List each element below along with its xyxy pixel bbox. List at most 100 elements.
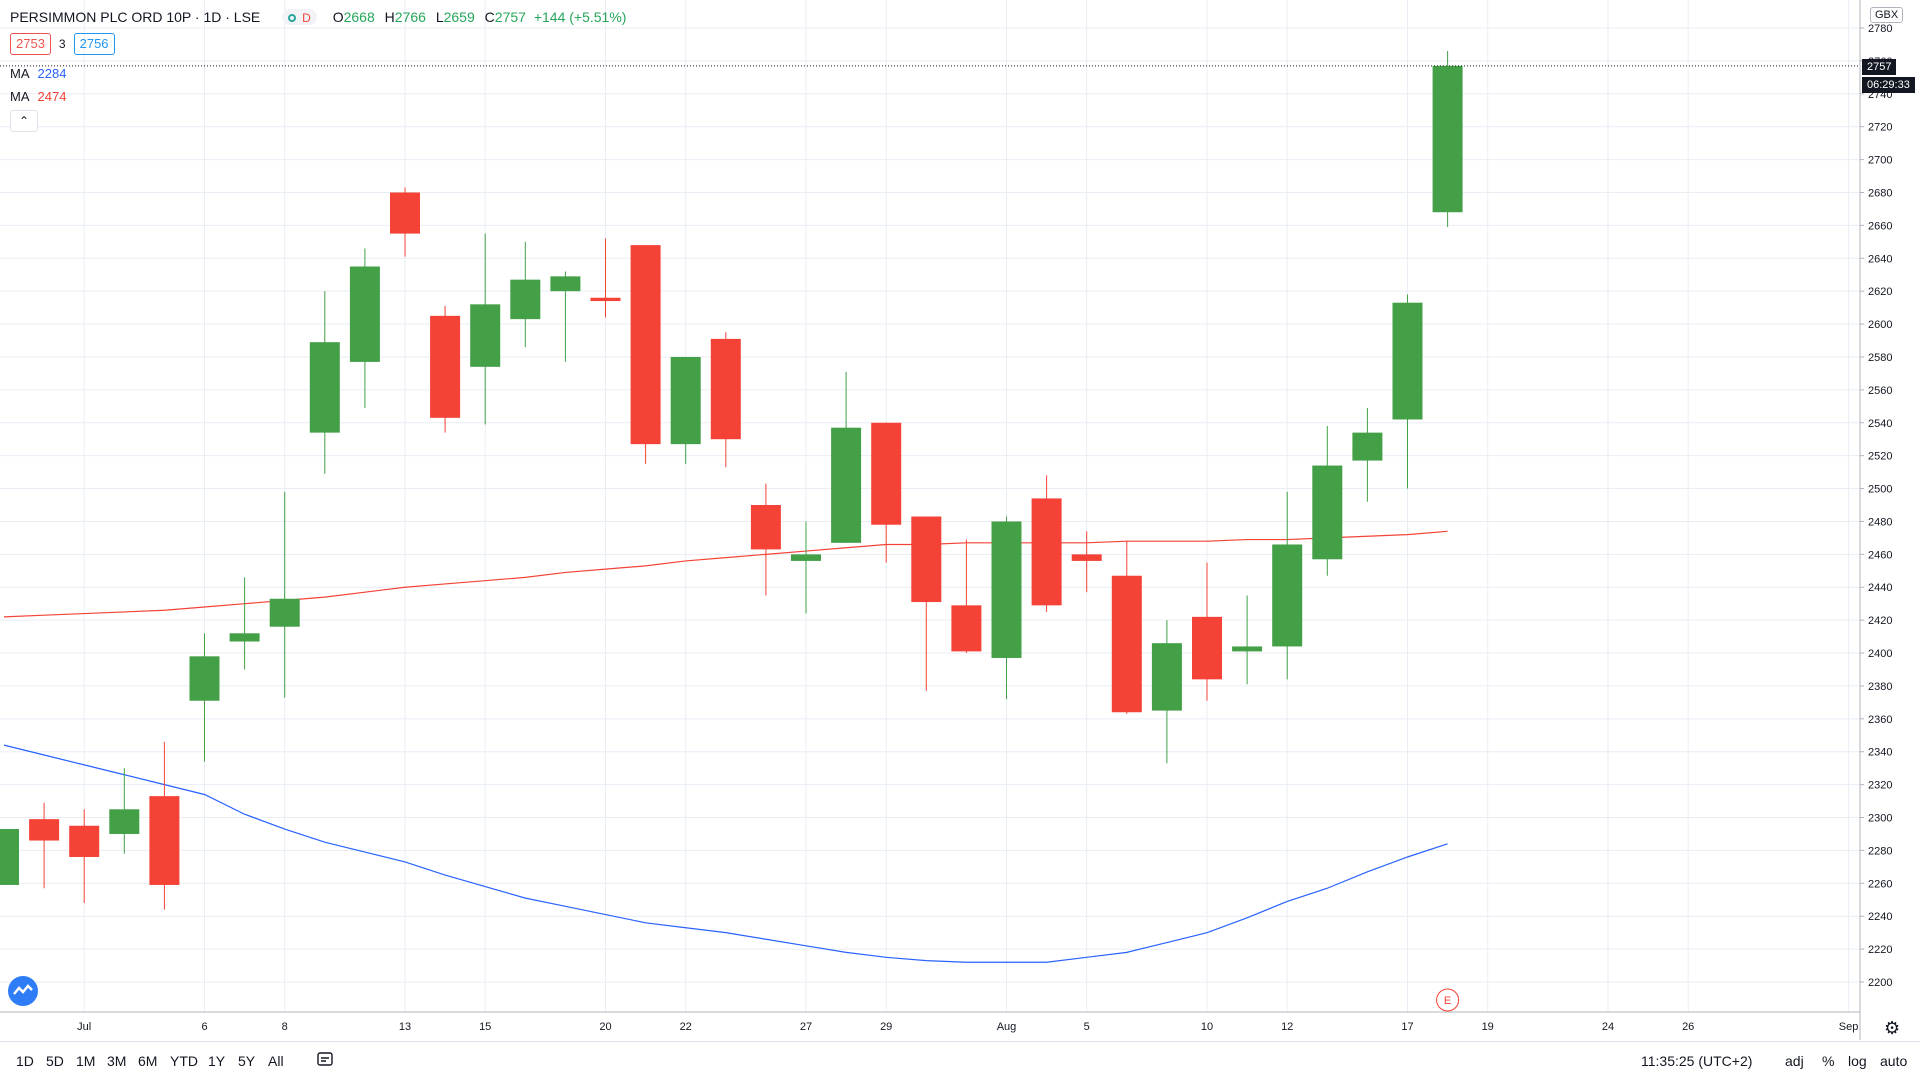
- symbol-title[interactable]: PERSIMMON PLC ORD 10P · 1D · LSE: [10, 9, 261, 25]
- x-tick-label: Aug: [997, 1021, 1017, 1033]
- candle: [1151, 620, 1182, 764]
- chart-grid: [0, 0, 1860, 1012]
- candle-body: [710, 338, 741, 440]
- y-tick-label: 2480: [1868, 516, 1892, 528]
- y-tick-label: 2260: [1868, 878, 1892, 890]
- candle: [430, 305, 461, 433]
- y-tick-label: 2240: [1868, 911, 1892, 923]
- y-tick-label: 2720: [1868, 122, 1892, 134]
- market-letter: D: [302, 11, 311, 26]
- candle: [470, 233, 501, 425]
- timeframe-1y[interactable]: 1Y: [208, 1053, 226, 1069]
- candle: [390, 187, 420, 257]
- candle-body: [189, 656, 220, 701]
- market-status[interactable]: D: [282, 9, 317, 26]
- ask-price[interactable]: 2756: [73, 33, 115, 55]
- bid-price[interactable]: 2753: [10, 33, 51, 55]
- candle-body: [1232, 646, 1263, 652]
- candle-body: [309, 342, 340, 433]
- candle: [1352, 407, 1383, 502]
- y-tick-label: 2540: [1868, 418, 1892, 430]
- last-price-label: 2757: [1862, 59, 1897, 75]
- x-tick-label: 12: [1281, 1021, 1293, 1033]
- candle: [750, 483, 781, 596]
- ma-line: [3, 744, 1448, 963]
- ma-line: [3, 530, 1448, 618]
- candle-body: [109, 809, 140, 834]
- chart-legend: PERSIMMON PLC ORD 10P · 1D · LSE D O2668…: [10, 8, 626, 27]
- candle: [1232, 595, 1263, 685]
- x-tick-label: 17: [1401, 1021, 1413, 1033]
- indicator-value: 2284: [37, 66, 67, 81]
- y-tick-label: 2640: [1868, 253, 1892, 265]
- x-tick-label: 15: [479, 1021, 491, 1033]
- timeframe-5y[interactable]: 5Y: [238, 1053, 256, 1069]
- candle: [710, 332, 741, 468]
- currency-badge[interactable]: GBX: [1870, 7, 1904, 23]
- y-tick-label: 2400: [1868, 648, 1892, 660]
- timeframe-1d[interactable]: 1D: [16, 1053, 34, 1069]
- candle-body: [590, 297, 621, 302]
- x-tick-label: 8: [282, 1021, 288, 1033]
- candle-body: [1031, 498, 1062, 606]
- x-tick-label: 5: [1084, 1021, 1090, 1033]
- candle-body: [269, 598, 300, 627]
- candle: [189, 633, 220, 762]
- y-tick-label: 2520: [1868, 451, 1892, 463]
- candle-body: [470, 304, 501, 367]
- tradingview-logo-icon[interactable]: [8, 976, 38, 1006]
- low-value: 2659: [443, 9, 475, 25]
- timeframe-5d[interactable]: 5D: [46, 1053, 64, 1069]
- x-tick-label: 10: [1201, 1021, 1213, 1033]
- calendar-range-icon[interactable]: [316, 1050, 334, 1071]
- candle: [1432, 51, 1463, 228]
- chevron-up-icon: ⌃: [18, 114, 30, 128]
- indicator-ma-2[interactable]: MA 2474: [10, 89, 66, 104]
- y-tick-label: 2420: [1868, 615, 1892, 627]
- collapse-indicators-button[interactable]: ⌃: [10, 110, 38, 132]
- chart-axes: 2200222022402260228023002320234023602380…: [0, 0, 1892, 1040]
- bottom-toolbar: 1D 5D 1M 3M 6M YTD 1Y 5Y All 11:35:25 (U…: [0, 1041, 1920, 1081]
- candle-body: [1192, 616, 1222, 680]
- auto-toggle[interactable]: auto: [1880, 1053, 1908, 1069]
- candle: [951, 539, 982, 654]
- x-tick-label: 27: [800, 1021, 812, 1033]
- high-value: 2766: [394, 9, 426, 25]
- price-chart[interactable]: 2200222022402260228023002320234023602380…: [0, 0, 1920, 1040]
- candle-body: [750, 505, 781, 550]
- y-tick-label: 2220: [1868, 944, 1892, 956]
- candle: [590, 238, 621, 318]
- candle: [1192, 562, 1222, 701]
- settings-gear-icon[interactable]: ⚙: [1884, 1018, 1901, 1038]
- y-tick-label: 2560: [1868, 385, 1892, 397]
- candle-body: [390, 192, 420, 234]
- candle: [1031, 475, 1062, 612]
- candle-body: [69, 825, 100, 857]
- indicator-ma-1[interactable]: MA 2284: [10, 66, 66, 81]
- timeframe-6m[interactable]: 6M: [138, 1053, 158, 1069]
- percent-toggle[interactable]: %: [1822, 1053, 1835, 1069]
- x-tick-label: 20: [599, 1021, 611, 1033]
- open-value: 2668: [343, 9, 375, 25]
- x-tick-label: Sep: [1839, 1021, 1859, 1033]
- candle: [791, 521, 821, 614]
- y-tick-label: 2780: [1868, 23, 1892, 35]
- x-tick-label: 13: [399, 1021, 411, 1033]
- candle-body: [229, 633, 260, 642]
- timeframe-3m[interactable]: 3M: [107, 1053, 127, 1069]
- timeframe-all[interactable]: All: [268, 1053, 284, 1069]
- candle-body: [349, 266, 380, 362]
- candle: [1272, 491, 1303, 680]
- candle-body: [1392, 302, 1423, 420]
- adj-toggle[interactable]: adj: [1785, 1053, 1804, 1069]
- session-clock[interactable]: 11:35:25 (UTC+2): [1641, 1053, 1753, 1069]
- timeframe-ytd[interactable]: YTD: [170, 1053, 198, 1069]
- timeframe-1m[interactable]: 1M: [76, 1053, 96, 1069]
- candle: [109, 768, 140, 854]
- log-toggle[interactable]: log: [1848, 1053, 1867, 1069]
- spread-value: 3: [58, 37, 66, 51]
- y-tick-label: 2280: [1868, 845, 1892, 857]
- earnings-event-label: E: [1444, 995, 1451, 1007]
- candle-body: [951, 605, 982, 652]
- candle: [349, 248, 380, 408]
